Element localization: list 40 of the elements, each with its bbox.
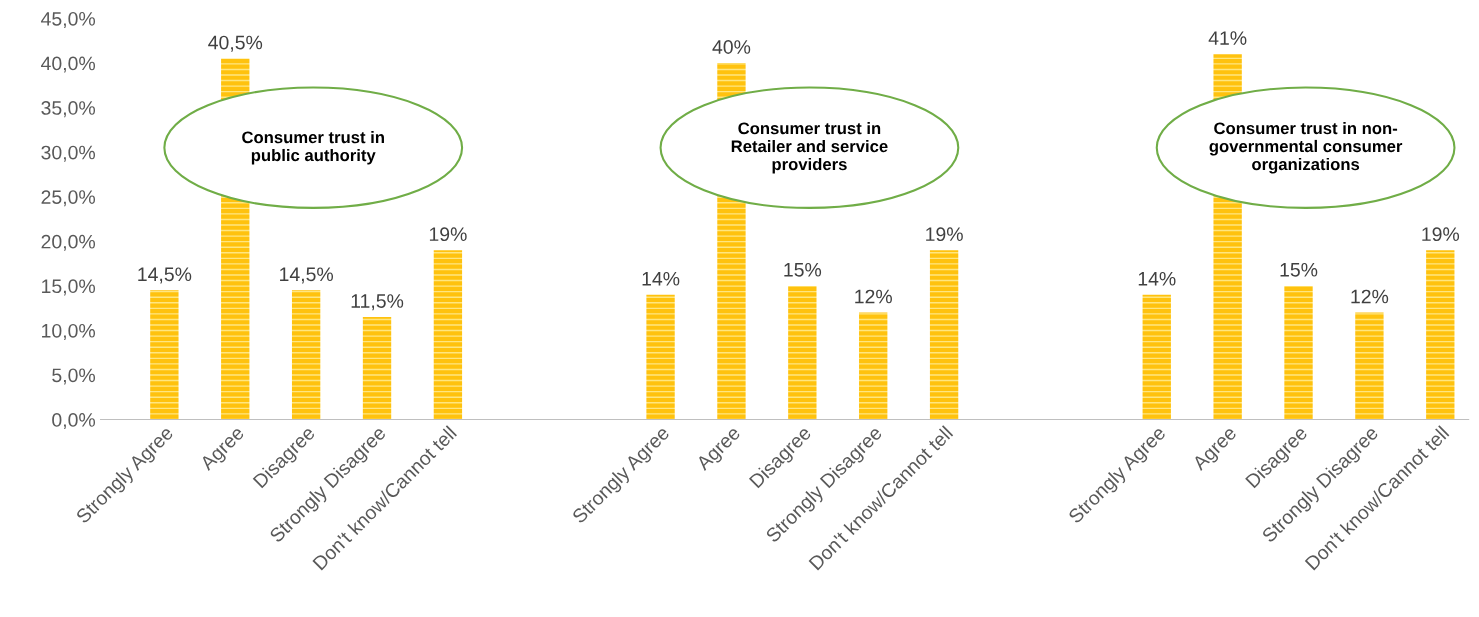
y-tick-label: 40,0%	[41, 56, 96, 73]
data-label: 12%	[855, 289, 892, 304]
bar	[433, 250, 463, 420]
bar	[1355, 312, 1384, 420]
bar	[859, 312, 888, 420]
bar	[1284, 285, 1313, 420]
data-label: 11,5%	[351, 294, 404, 311]
y-tick-label: 15,0%	[42, 279, 96, 296]
bar	[646, 294, 675, 420]
data-label: 14,5%	[280, 267, 334, 284]
data-label: 40%	[712, 40, 751, 54]
annotation: Consumer trust in public authority	[242, 130, 384, 165]
y-tick-label: 25,0%	[41, 190, 96, 207]
bar	[1142, 294, 1171, 420]
data-label: 19%	[926, 227, 963, 242]
y-tick-label: 0,0%	[52, 413, 96, 430]
y-tick-label: 5,0%	[52, 368, 96, 385]
data-label: 19%	[429, 227, 467, 242]
y-tick-label: 10,0%	[42, 323, 96, 340]
data-label: 14%	[642, 271, 680, 286]
data-label: 41%	[1208, 31, 1247, 45]
data-label: 14,5%	[138, 267, 192, 284]
y-tick-label: 20,0%	[41, 234, 96, 251]
bar	[1426, 250, 1455, 420]
bar	[150, 290, 179, 420]
bar	[929, 250, 959, 420]
data-label: 15%	[784, 263, 822, 277]
data-label: 19%	[1422, 227, 1460, 242]
data-label: 14%	[1138, 271, 1176, 286]
y-tick-label: 35,0%	[41, 101, 96, 118]
y-tick-label: 45,0%	[41, 11, 96, 29]
y-tick-label: 30,0%	[41, 145, 96, 162]
bar	[291, 290, 321, 420]
bar	[362, 317, 392, 420]
annotation: Consumer trust in Retailer and service providers	[731, 122, 888, 174]
annotation: Consumer trust in non- governmental consumer organizations	[1209, 121, 1403, 174]
data-label: 40,5%	[208, 35, 263, 52]
bar	[788, 285, 817, 420]
data-label: 15%	[1280, 263, 1318, 277]
data-label: 12%	[1351, 289, 1389, 304]
